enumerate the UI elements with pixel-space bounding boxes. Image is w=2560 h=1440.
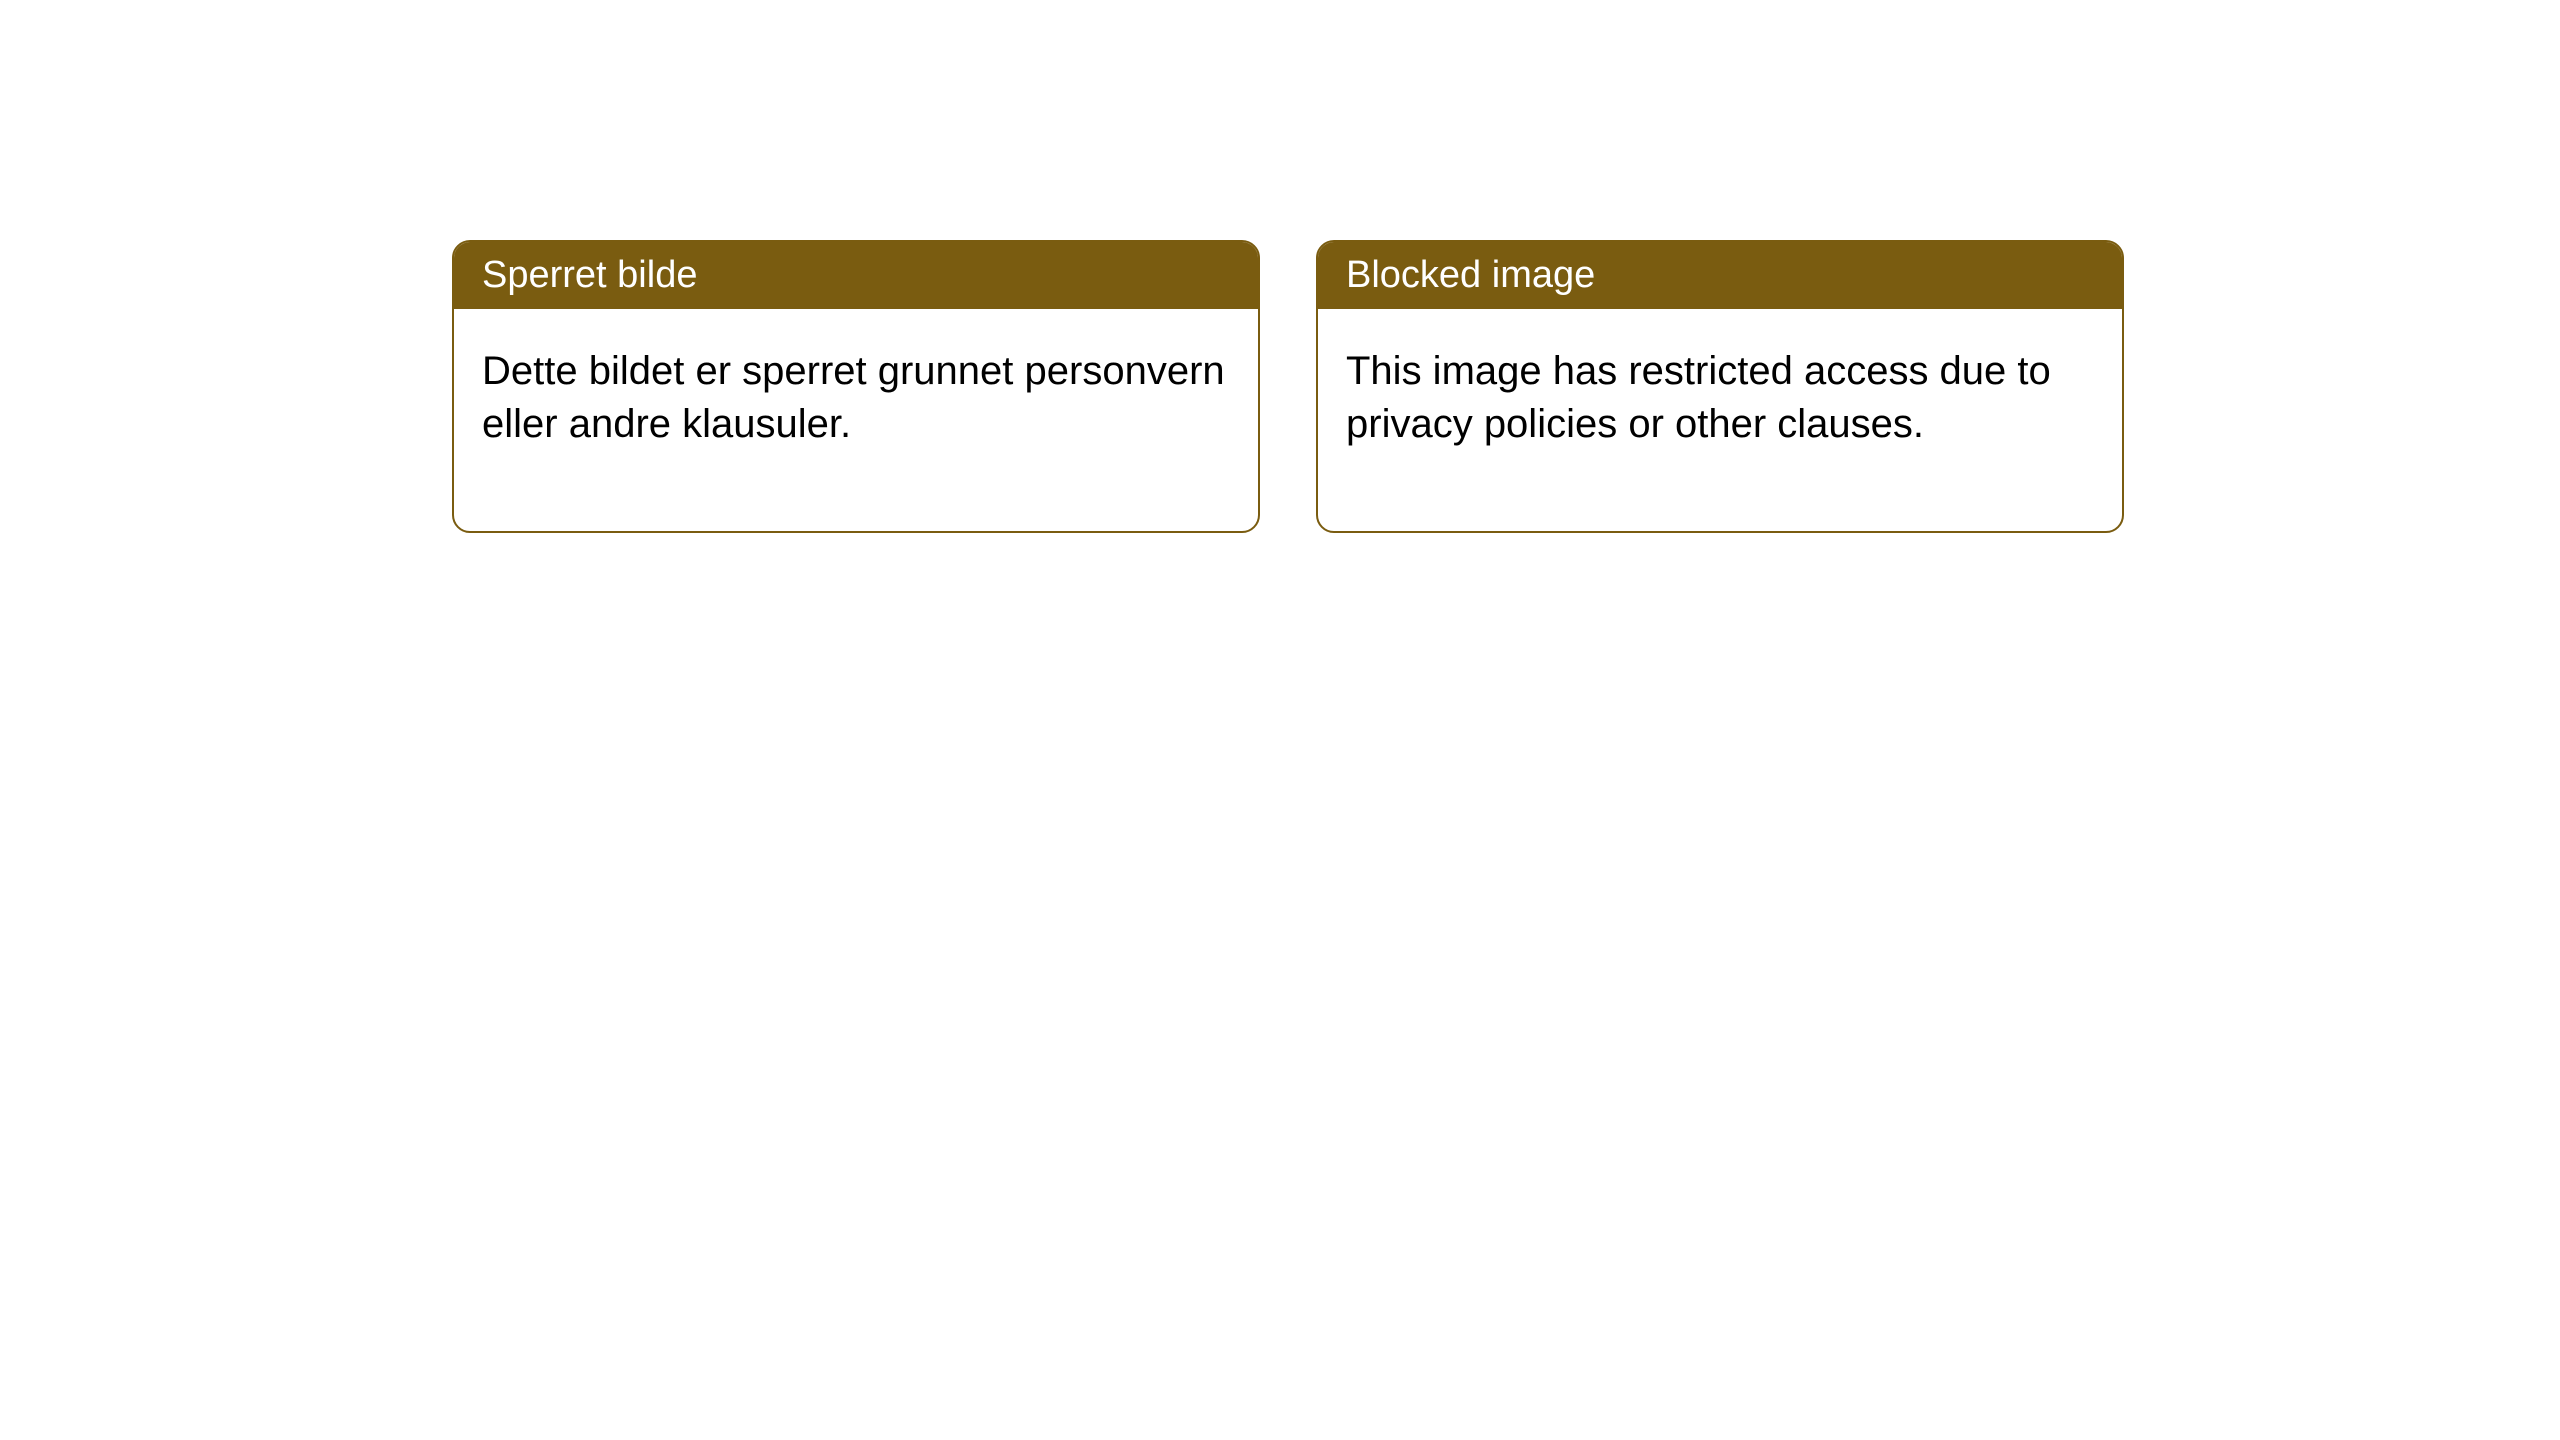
notice-body: Dette bildet er sperret grunnet personve… bbox=[454, 309, 1258, 531]
notice-card-norwegian: Sperret bilde Dette bildet er sperret gr… bbox=[452, 240, 1260, 533]
notice-body-text: Dette bildet er sperret grunnet personve… bbox=[482, 349, 1225, 446]
notice-body: This image has restricted access due to … bbox=[1318, 309, 2122, 531]
notice-title: Blocked image bbox=[1346, 254, 1595, 296]
notice-header: Sperret bilde bbox=[454, 242, 1258, 309]
notice-container: Sperret bilde Dette bildet er sperret gr… bbox=[0, 0, 2560, 533]
notice-header: Blocked image bbox=[1318, 242, 2122, 309]
notice-body-text: This image has restricted access due to … bbox=[1346, 349, 2051, 446]
notice-card-english: Blocked image This image has restricted … bbox=[1316, 240, 2124, 533]
notice-title: Sperret bilde bbox=[482, 254, 697, 296]
